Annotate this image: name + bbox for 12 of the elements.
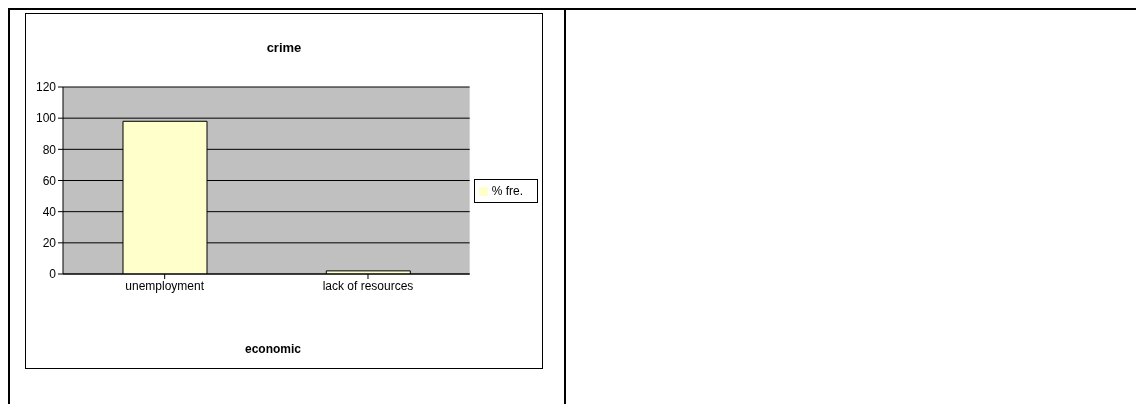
y-tick-label: 60: [42, 173, 57, 188]
y-tick-label: 20: [42, 236, 57, 251]
x-axis-title: economic: [244, 342, 302, 356]
y-tick-label: 80: [42, 142, 57, 157]
y-tick-label: 100: [35, 111, 57, 126]
chart-title: crime: [265, 40, 303, 55]
x-tick-label: lack of resources: [322, 278, 414, 293]
legend-label: % fre.: [491, 184, 523, 198]
y-tick-label: 40: [42, 204, 57, 219]
x-tick-label: unemployment: [125, 278, 205, 293]
y-tick-label: 120: [35, 80, 57, 95]
y-tick-label: 0: [49, 267, 57, 282]
